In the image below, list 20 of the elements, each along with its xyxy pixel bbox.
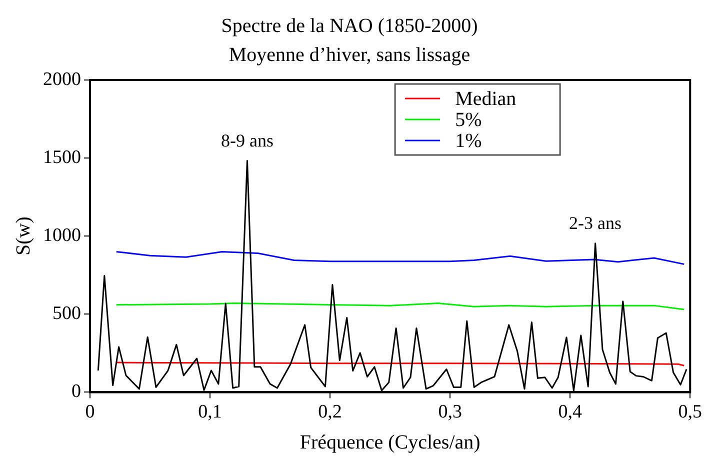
annotation: 8-9 ans — [220, 130, 274, 150]
x-tick-label: 0 — [85, 402, 95, 423]
chart-subtitle: Moyenne d’hiver, sans lissage — [228, 44, 470, 66]
annotation: 2-3 ans — [569, 213, 622, 234]
x-tick-label: 0,1 — [198, 402, 222, 423]
y-tick-label: 500 — [52, 303, 81, 324]
x-tick-label: 0,3 — [438, 402, 462, 423]
y-tick-label: 1000 — [43, 225, 81, 246]
y-axis-title: S(w) — [12, 216, 34, 256]
chart-title: Spectre de la NAO (1850-2000) — [221, 14, 478, 37]
x-tick-label: 0,2 — [318, 402, 342, 423]
y-tick-label: 1500 — [43, 147, 81, 168]
y-tick-label: 0 — [72, 381, 81, 402]
x-tick-label: 0,5 — [678, 402, 702, 423]
legend-label: 5% — [455, 108, 482, 131]
x-axis-title: Fréquence (Cycles/an) — [300, 431, 480, 454]
legend-label: Median — [455, 88, 516, 110]
legend-label: 1% — [455, 130, 482, 152]
y-tick-label: 2000 — [43, 68, 81, 90]
x-tick-label: 0,4 — [558, 402, 582, 423]
